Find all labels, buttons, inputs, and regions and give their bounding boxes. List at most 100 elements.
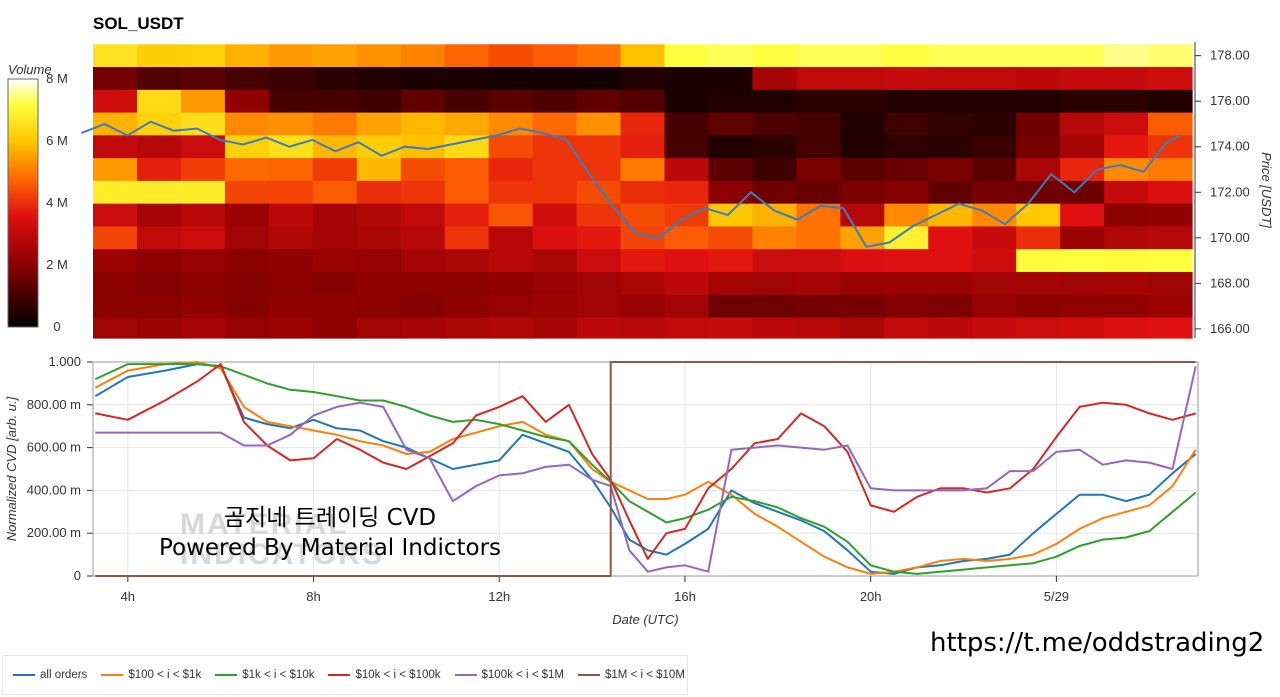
heatmap-cell: [444, 203, 490, 228]
heatmap-cell: [1016, 226, 1061, 250]
y-tick-label: 800.00 m: [27, 397, 81, 412]
legend-swatch: [454, 674, 477, 676]
heatmap-cell: [884, 226, 929, 250]
heatmap-cell: [928, 135, 973, 159]
price-tick-label: 172.00: [1210, 184, 1250, 199]
legend-item[interactable]: $1k < i < $10k: [215, 669, 314, 681]
price-tick-label: 176.00: [1210, 93, 1250, 108]
heatmap-cell: [444, 158, 490, 182]
x-tick-label: 20h: [860, 589, 882, 604]
heatmap-cell: [928, 67, 973, 91]
heatmap-cell: [180, 249, 226, 273]
heatmap-cell: [1104, 180, 1149, 205]
legend-label: $10k < i < $100k: [355, 669, 441, 681]
heatmap-cell: [972, 158, 1017, 182]
heatmap-cell: [796, 158, 841, 182]
colorbar-tick-label: 8 M: [46, 71, 68, 86]
heatmap-cell: [488, 67, 534, 91]
heatmap-cell: [708, 271, 753, 296]
heatmap-cell: [796, 249, 841, 273]
heatmap-cell: [488, 180, 534, 205]
heatmap-cell: [93, 294, 138, 319]
legend-item[interactable]: $100 < i < $1k: [101, 669, 201, 681]
heatmap-cell: [224, 180, 270, 205]
heatmap-cell: [1148, 271, 1193, 296]
heatmap-cell: [1104, 135, 1149, 159]
y-tick-label: 0: [74, 568, 81, 583]
price-tick-label: 170.00: [1210, 230, 1250, 245]
heatmap-cell: [312, 226, 358, 250]
heatmap-cell: [93, 158, 138, 182]
heatmap-cell: [620, 158, 666, 182]
heatmap-cell: [752, 294, 797, 319]
telegram-url[interactable]: https://t.me/oddstrading2: [930, 628, 1265, 658]
heatmap-cell: [1148, 317, 1193, 339]
heatmap-cell: [576, 317, 622, 339]
legend-label: $100k < i < $1M: [481, 669, 564, 681]
heatmap-cell: [972, 226, 1017, 250]
heatmap-cell: [1104, 44, 1149, 68]
heatmap-cell: [1016, 44, 1061, 68]
heatmap-cell: [488, 112, 534, 136]
heatmap-cell: [1148, 203, 1193, 228]
heatmap-cell: [312, 158, 358, 182]
x-tick-label: 8h: [306, 589, 320, 604]
heatmap-cell: [488, 317, 534, 339]
watermark-line1: MATERIAL: [180, 508, 349, 541]
heatmap-cell: [356, 158, 402, 182]
legend-item[interactable]: $100k < i < $1M: [454, 669, 564, 681]
heatmap-cell: [224, 135, 270, 159]
heatmap-cell: [180, 44, 226, 68]
heatmap-cell: [928, 317, 973, 339]
heatmap-cell: [928, 112, 973, 136]
x-axis-label: Date (UTC): [612, 612, 678, 627]
heatmap-cell: [532, 67, 578, 91]
heatmap-cell: [928, 180, 973, 205]
heatmap-cell: [884, 294, 929, 319]
heatmap-cell: [796, 226, 841, 250]
heatmap-cell: [93, 203, 138, 228]
legend-label: $1M < i < $10M: [605, 669, 685, 681]
legend: all orders $100 < i < $1k $1k < i < $10k $1…: [2, 655, 688, 695]
heatmap-cell: [400, 271, 446, 296]
heatmap-cell: [752, 203, 797, 228]
heatmap-cell: [268, 271, 314, 296]
heatmap-cell: [400, 249, 446, 273]
heatmap-cell: [356, 294, 402, 319]
legend-item[interactable]: $1M < i < $10M: [578, 669, 685, 681]
heatmap-cell: [752, 249, 797, 273]
heatmap-cell: [532, 249, 578, 273]
heatmap-cell: [93, 249, 138, 273]
heatmap-cell: [224, 158, 270, 182]
heatmap-cell: [840, 180, 885, 205]
chart-title: SOL_USDT: [93, 14, 184, 33]
heatmap-cell: [400, 89, 446, 114]
heatmap-cell: [356, 67, 402, 91]
heatmap-cell: [884, 89, 929, 114]
heatmap-cell: [488, 249, 534, 273]
heatmap-cell: [312, 112, 358, 136]
heatmap-cell: [972, 89, 1017, 114]
heatmap-cell: [928, 271, 973, 296]
heatmap-cell: [796, 44, 841, 68]
heatmap-cell: [840, 249, 885, 273]
heatmap-cell: [884, 67, 929, 91]
heatmap-cell: [840, 112, 885, 136]
heatmap-cell: [444, 317, 490, 339]
heatmap-cell: [444, 249, 490, 273]
heatmap-cell: [664, 203, 710, 228]
heatmap-cell: [928, 203, 973, 228]
watermark-line2: INDICATORS: [180, 538, 384, 571]
heatmap-cell: [312, 44, 358, 68]
legend-item[interactable]: all orders: [13, 669, 87, 681]
heatmap-cell: [1148, 89, 1193, 114]
heatmap-cell: [180, 135, 226, 159]
heatmap-cell: [664, 226, 710, 250]
legend-swatch: [13, 674, 35, 676]
heatmap-cell: [840, 135, 885, 159]
heatmap-cell: [752, 158, 797, 182]
colorbar-gradient: [7, 78, 39, 328]
legend-item[interactable]: $10k < i < $100k: [328, 669, 441, 681]
heatmap-cell: [1060, 249, 1105, 273]
heatmap-cell: [180, 317, 226, 339]
